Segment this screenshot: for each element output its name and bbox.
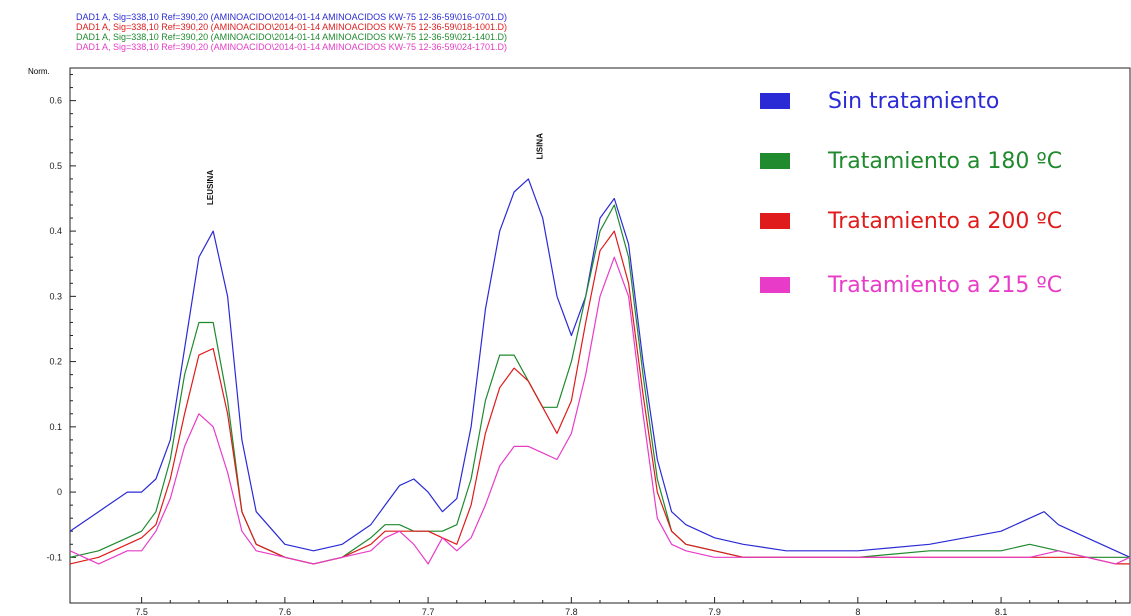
- legend-label: Tratamiento a 180 ºC: [828, 148, 1063, 174]
- y-tick-label: 0.3: [49, 291, 62, 301]
- legend-item-215: Tratamiento a 215 ºC: [760, 270, 1062, 300]
- x-tick-label: 7.6: [279, 607, 292, 616]
- legend-item-180: Tratamiento a 180 ºC: [760, 146, 1062, 176]
- y-tick-label: 0.1: [49, 422, 62, 432]
- series-line: [69, 204, 1130, 565]
- peak-annotation: LEUSINA: [206, 170, 215, 205]
- legend-swatch: [760, 93, 790, 109]
- header-line-3: DAD1 A, Sig=338,10 Ref=390,20 (AMINOACID…: [76, 32, 508, 42]
- legend-swatch: [760, 153, 790, 169]
- series-line: [69, 256, 1131, 565]
- header-line-1: DAD1 A, Sig=338,10 Ref=390,20 (AMINOACID…: [76, 12, 508, 22]
- x-tick-label: 7.9: [708, 607, 721, 616]
- x-tick-label: 7.5: [135, 607, 148, 616]
- legend-swatch: [760, 277, 790, 293]
- legend-label: Sin tratamiento: [828, 88, 1000, 114]
- series-line: [69, 178, 1131, 558]
- x-tick-label: 8: [855, 607, 860, 616]
- legend-swatch: [760, 213, 790, 229]
- y-tick-label: 0: [57, 487, 62, 497]
- peak-annotation: LISINA: [536, 133, 545, 159]
- y-tick-label: 0.6: [49, 96, 62, 106]
- y-axis-label: Norm.: [28, 67, 50, 76]
- x-tick-label: 7.7: [422, 607, 435, 616]
- header-line-4: DAD1 A, Sig=338,10 Ref=390,20 (AMINOACID…: [76, 42, 508, 52]
- y-tick-label: -0.1: [46, 552, 62, 562]
- legend-item-sin-tratamiento: Sin tratamiento: [760, 86, 999, 116]
- y-tick-label: 0.5: [49, 161, 62, 171]
- legend-label: Tratamiento a 200 ºC: [828, 208, 1063, 234]
- legend-label: Tratamiento a 215 ºC: [828, 272, 1063, 298]
- x-tick-label: 8.1: [995, 607, 1008, 616]
- y-tick-label: 0.2: [49, 357, 62, 367]
- x-tick-label: 7.8: [565, 607, 578, 616]
- y-tick-label: 0.4: [49, 226, 62, 236]
- header-line-2: DAD1 A, Sig=338,10 Ref=390,20 (AMINOACID…: [76, 22, 508, 32]
- legend-item-200: Tratamiento a 200 ºC: [760, 206, 1062, 236]
